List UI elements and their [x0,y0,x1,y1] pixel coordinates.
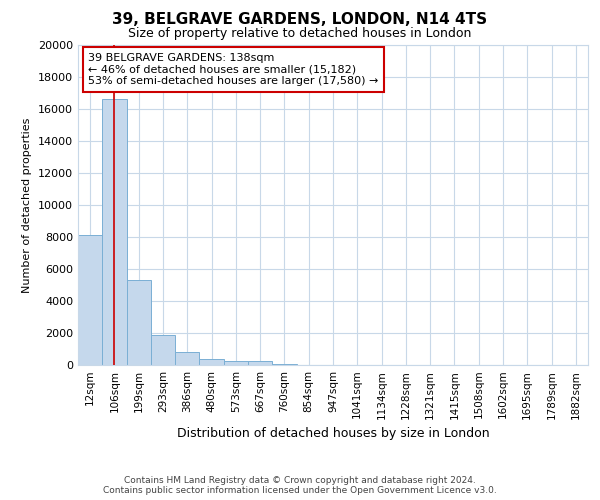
Bar [224,361,248,365]
X-axis label: Distribution of detached houses by size in London: Distribution of detached houses by size … [176,427,490,440]
Bar [248,361,272,365]
Text: Size of property relative to detached houses in London: Size of property relative to detached ho… [128,28,472,40]
Text: 39 BELGRAVE GARDENS: 138sqm
← 46% of detached houses are smaller (15,182)
53% of: 39 BELGRAVE GARDENS: 138sqm ← 46% of det… [88,53,379,86]
Bar [151,336,175,365]
Bar [127,280,151,365]
Bar [199,360,224,365]
Bar [78,236,102,365]
Bar [102,100,127,365]
Text: 39, BELGRAVE GARDENS, LONDON, N14 4TS: 39, BELGRAVE GARDENS, LONDON, N14 4TS [112,12,488,28]
Bar [175,352,199,365]
Bar [272,364,296,365]
Text: Contains HM Land Registry data © Crown copyright and database right 2024.
Contai: Contains HM Land Registry data © Crown c… [103,476,497,495]
Y-axis label: Number of detached properties: Number of detached properties [22,118,32,292]
